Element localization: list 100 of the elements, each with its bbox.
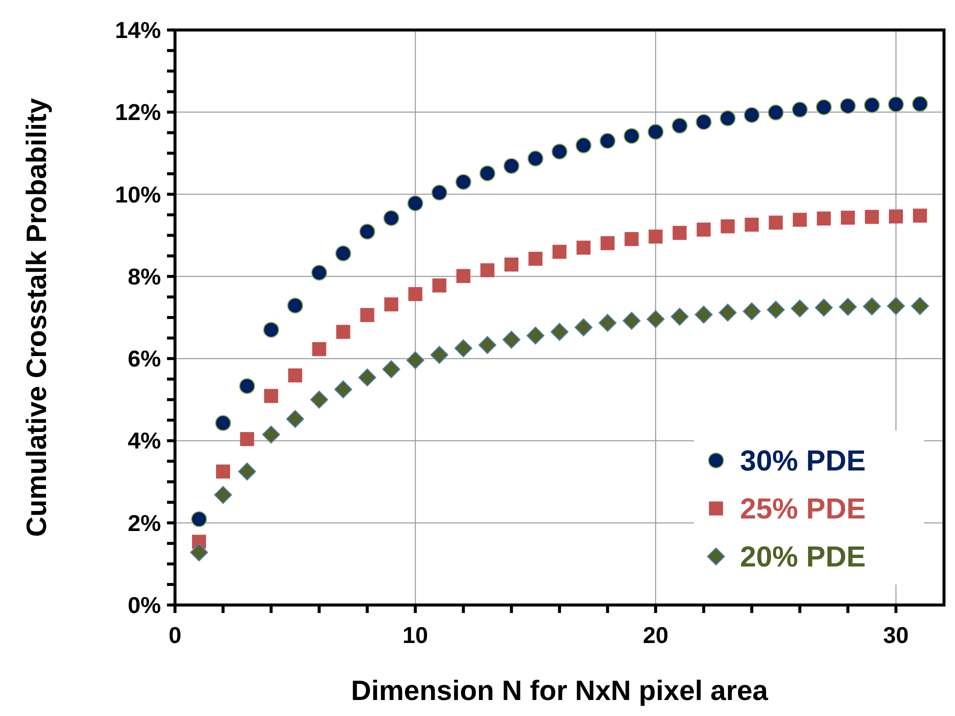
point	[334, 380, 352, 398]
point	[382, 360, 400, 378]
point	[720, 110, 736, 126]
point	[311, 264, 328, 281]
point	[768, 104, 784, 121]
point	[240, 432, 254, 446]
point	[479, 165, 496, 182]
point	[216, 464, 230, 479]
point	[239, 378, 256, 394]
point	[622, 312, 641, 330]
point	[864, 97, 880, 114]
legend-label: 20% PDE	[740, 541, 866, 574]
point	[504, 258, 518, 272]
y-tick-label: 10%	[114, 181, 161, 208]
point	[480, 263, 494, 278]
y-tick-label: 0%	[128, 592, 161, 618]
x-tick-label: 30	[883, 622, 909, 648]
point	[838, 298, 857, 316]
point	[408, 287, 422, 302]
point	[912, 208, 927, 223]
point	[214, 486, 232, 504]
point	[384, 297, 398, 312]
point	[263, 322, 280, 338]
point	[888, 96, 904, 112]
point	[670, 308, 689, 326]
point	[262, 426, 280, 444]
point	[646, 310, 665, 328]
point	[790, 299, 809, 318]
point	[648, 230, 663, 244]
point	[286, 410, 304, 428]
point	[478, 336, 496, 354]
point	[792, 212, 807, 227]
point	[792, 102, 808, 118]
point	[359, 224, 376, 240]
point	[696, 114, 712, 130]
point	[744, 107, 760, 124]
x-axis-title: Dimension N for NxN pixel area	[350, 675, 768, 706]
point	[406, 351, 424, 370]
point	[191, 511, 208, 528]
point	[624, 128, 640, 144]
point	[456, 269, 470, 284]
legend-label: 30% PDE	[740, 445, 866, 478]
point	[287, 298, 304, 314]
point	[432, 278, 446, 292]
point	[526, 326, 544, 345]
point	[672, 118, 688, 134]
point	[215, 415, 232, 432]
point	[528, 252, 542, 266]
point	[864, 210, 879, 224]
point	[576, 240, 591, 255]
y-tick-label: 12%	[114, 99, 161, 126]
y-tick-label: 6%	[128, 346, 161, 372]
y-tick-label: 2%	[128, 510, 161, 536]
point	[912, 96, 928, 112]
point	[383, 210, 400, 226]
point	[358, 368, 376, 386]
point	[454, 339, 472, 358]
y-tick-label: 8%	[128, 263, 161, 290]
point	[910, 297, 929, 315]
point	[310, 390, 328, 409]
point	[862, 297, 881, 316]
point	[455, 174, 472, 190]
x-tick-label: 0	[168, 622, 182, 648]
point	[407, 195, 424, 212]
y-tick-label: 14%	[114, 17, 161, 43]
point	[550, 322, 568, 341]
point	[718, 304, 737, 322]
legend-label: 25% PDE	[740, 493, 866, 526]
point	[696, 222, 711, 237]
point	[430, 346, 448, 364]
y-tick-label: 4%	[128, 428, 161, 454]
point	[527, 150, 544, 167]
point	[814, 298, 833, 317]
x-tick-label: 10	[402, 622, 428, 648]
point	[502, 330, 520, 349]
point	[335, 245, 352, 262]
point	[600, 236, 615, 250]
point	[552, 244, 566, 259]
point	[312, 342, 326, 356]
point	[598, 314, 617, 332]
point	[672, 226, 687, 240]
point	[288, 368, 302, 382]
point	[576, 137, 592, 154]
point	[768, 216, 783, 230]
point	[600, 132, 616, 149]
point	[744, 218, 759, 232]
point	[552, 144, 568, 160]
point	[816, 212, 831, 226]
point	[431, 184, 448, 201]
point	[264, 388, 278, 403]
point	[742, 302, 761, 320]
point	[694, 306, 713, 324]
point	[888, 209, 903, 224]
point	[840, 98, 856, 114]
point	[840, 210, 855, 225]
point	[574, 318, 593, 336]
point	[238, 462, 256, 481]
point	[720, 219, 735, 234]
point	[624, 232, 639, 246]
point	[886, 297, 905, 315]
